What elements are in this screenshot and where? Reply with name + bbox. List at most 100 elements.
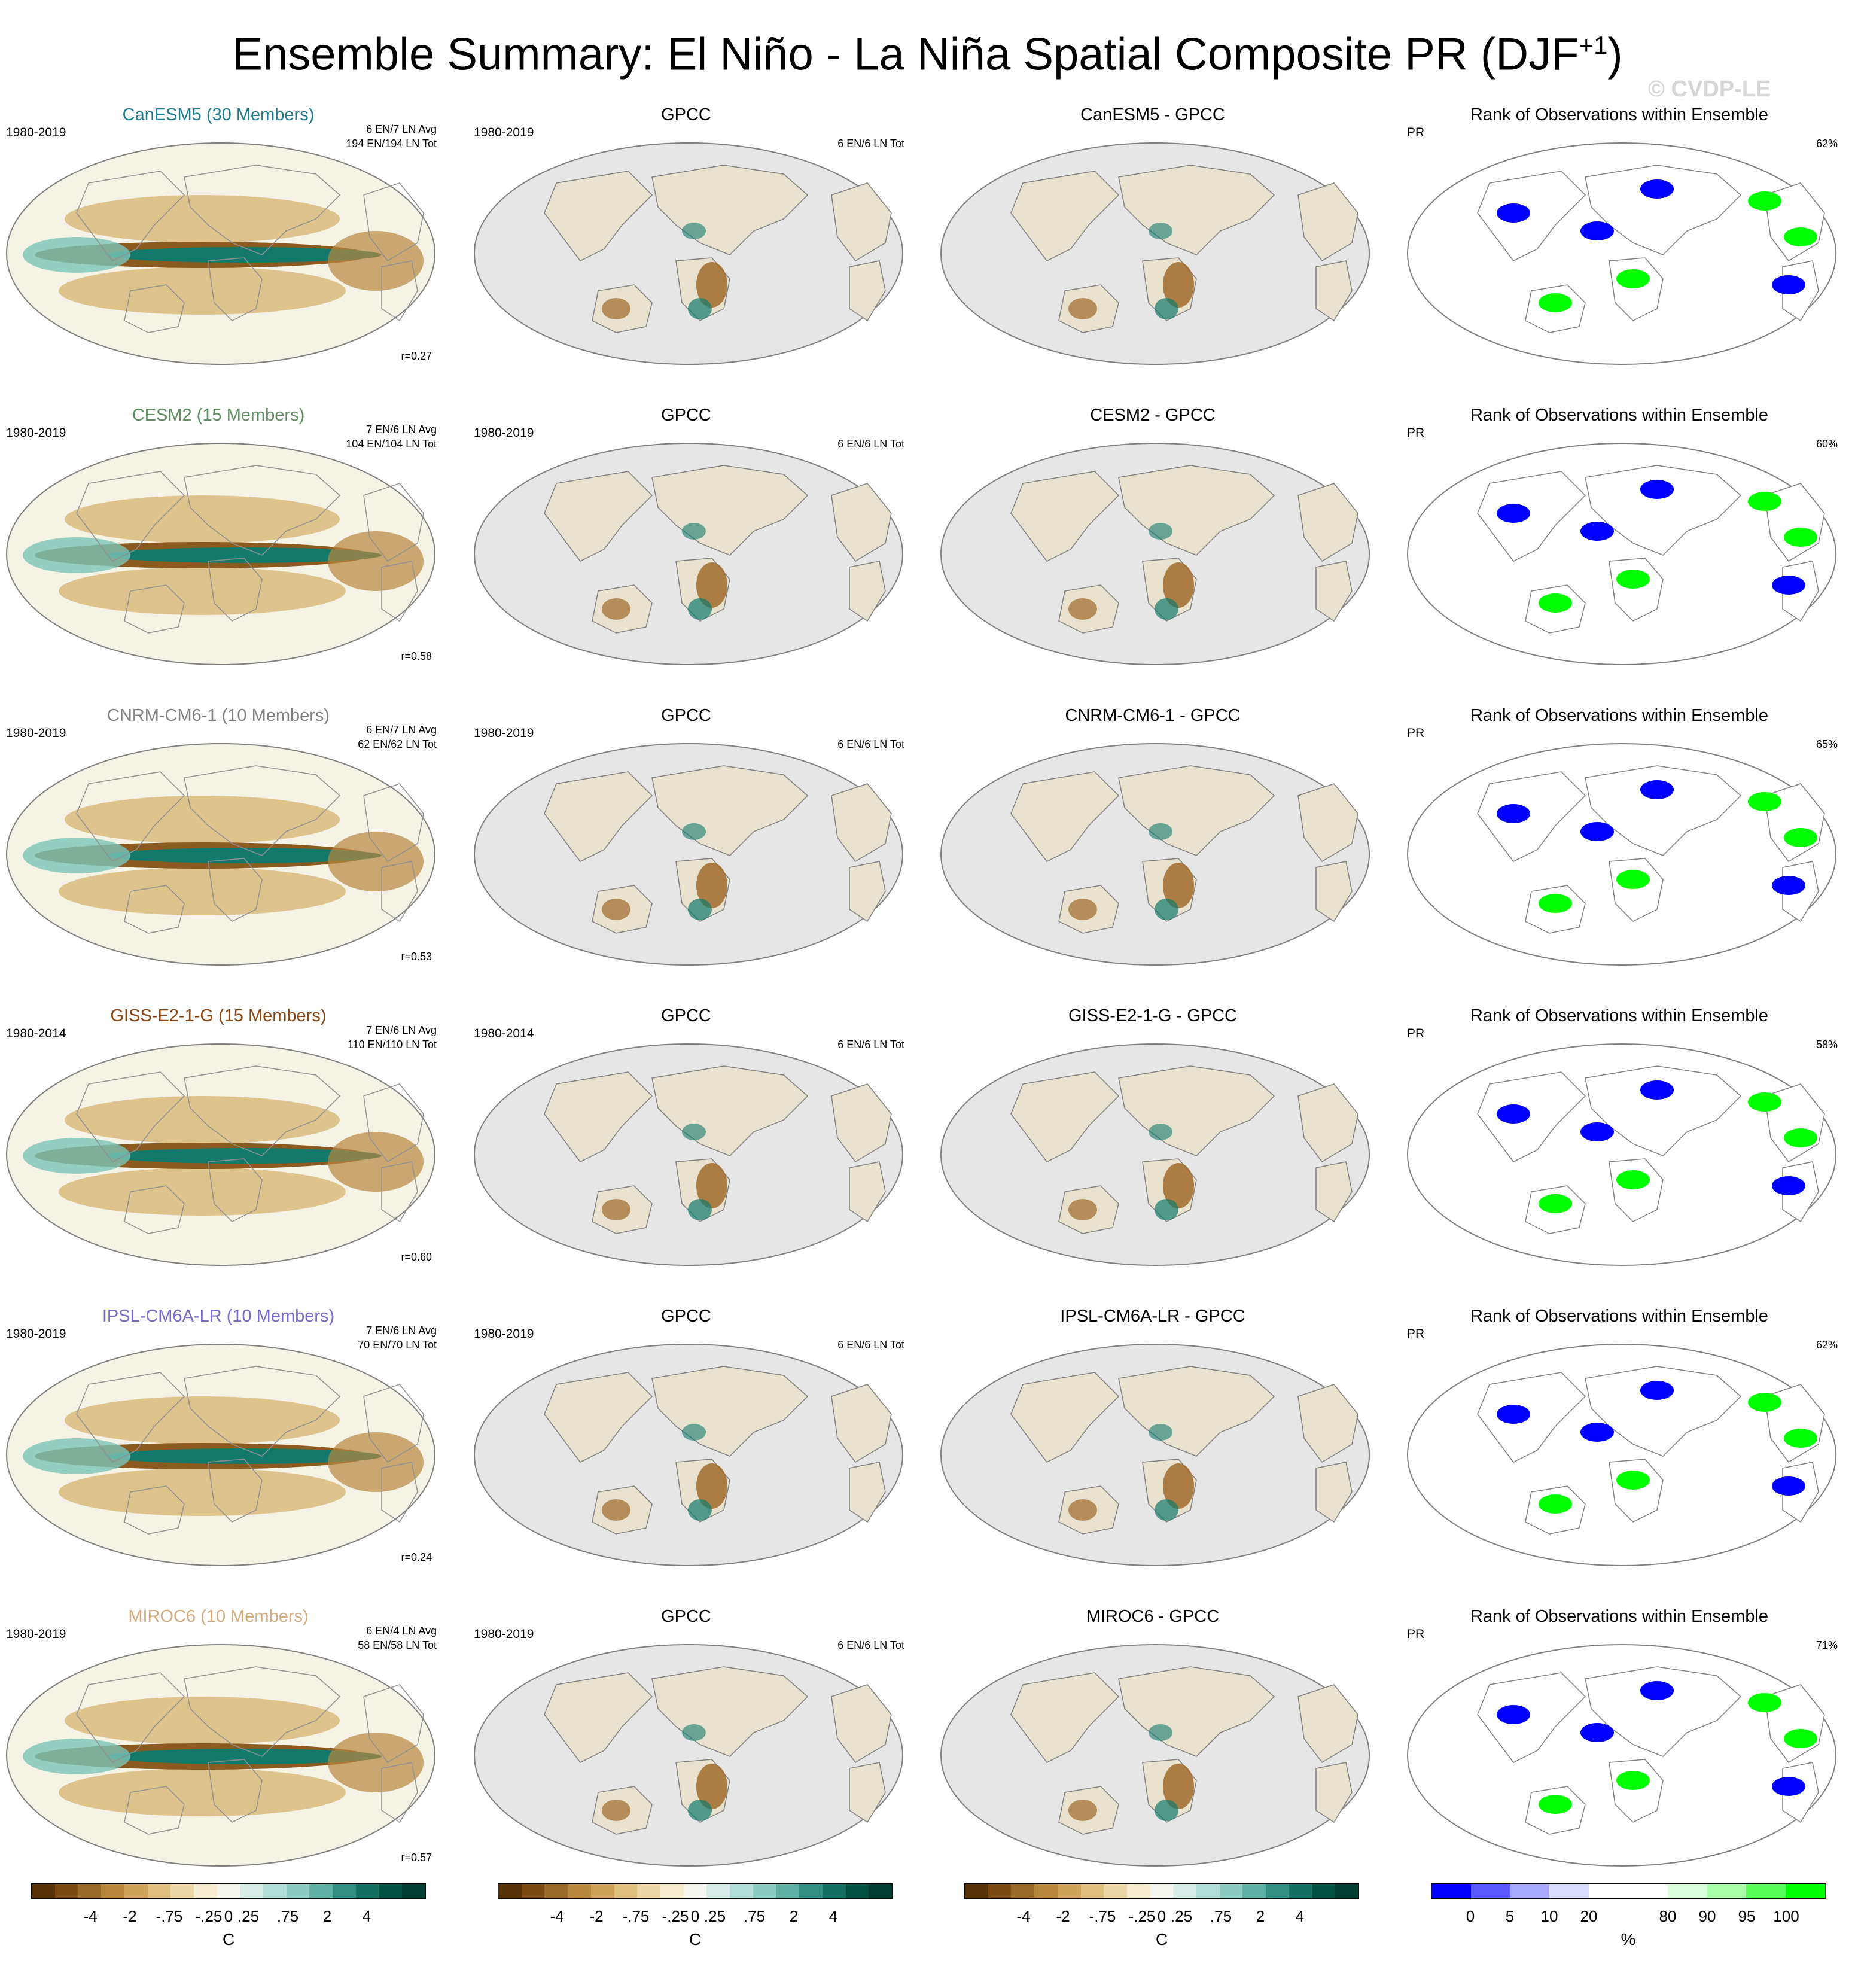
tot-counts: 58 EN/58 LN Tot: [358, 1639, 437, 1651]
colorbar-swatch: [1289, 1884, 1312, 1898]
avg-counts: 7 EN/6 LN Avg: [366, 424, 437, 436]
period-label: 1980-2019: [6, 1327, 66, 1341]
model-title: CNRM-CM6-1 (10 Members): [106, 706, 330, 725]
rank-panel: Rank of Observations within Ensemble PR 58…: [1401, 980, 1838, 1279]
variable-label: PR: [1407, 1027, 1425, 1040]
obs-panel: GPCC 1980-2019 6 EN/6 LN Tot: [468, 1581, 904, 1880]
colorbar-tick-label: 90: [1698, 1907, 1716, 1925]
diff-panel: CanESM5 - GPCC: [934, 79, 1371, 378]
diff-panel: GISS-E2-1-G - GPCC: [934, 980, 1371, 1279]
rank-percent: 71%: [1816, 1639, 1838, 1651]
colorbar-swatches: [964, 1883, 1359, 1899]
colorbar-swatch: [799, 1884, 823, 1898]
colorbar-swatch: [660, 1884, 684, 1898]
model-panel: IPSL-CM6A-LR (10 Members) 1980-2019 7 EN/6…: [0, 1280, 437, 1579]
colorbar-swatch: [544, 1884, 568, 1898]
colorbar-swatch: [730, 1884, 753, 1898]
colorbar-swatch: [193, 1884, 217, 1898]
obs-title: GPCC: [661, 1006, 711, 1025]
colorbar-swatch: [1628, 1884, 1668, 1898]
colorbar-swatch: [1080, 1884, 1104, 1898]
diff-panel: MIROC6 - GPCC: [934, 1581, 1371, 1880]
colorbar-swatch: [124, 1884, 148, 1898]
colorbar-tick-label: .25: [1170, 1907, 1193, 1925]
rank-map: [1407, 1043, 1836, 1266]
colorbar-swatch: [1057, 1884, 1081, 1898]
colorbar-tick-label: 80: [1659, 1907, 1677, 1925]
rank-percent: 58%: [1816, 1039, 1838, 1051]
avg-counts: 6 EN/7 LN Avg: [366, 724, 437, 736]
colorbar-swatch: [286, 1884, 310, 1898]
colorbar-tick-label: -2: [123, 1907, 137, 1925]
composite-counts: 6 EN/7 LN Avg 62 EN/62 LN Tot: [358, 723, 437, 751]
colorbar-swatch: [101, 1884, 124, 1898]
obs-map: [474, 743, 903, 966]
avg-counts: 6 EN/7 LN Avg: [366, 123, 437, 135]
diff-title: CNRM-CM6-1 - GPCC: [1065, 706, 1241, 725]
colorbar-tick-label: 0: [224, 1907, 233, 1925]
model-row: CESM2 (15 Members) 1980-2019 7 EN/6 LN Avg…: [0, 379, 1855, 678]
obs-title: GPCC: [661, 706, 711, 725]
obs-counts: 6 EN/6 LN Tot: [837, 738, 904, 750]
colorbar-swatch: [1510, 1884, 1550, 1898]
colorbar-swatch: [309, 1884, 333, 1898]
colorbar-tick-label: 4: [362, 1907, 371, 1925]
pattern-correlation: r=0.57: [401, 1852, 432, 1864]
colorbar-swatch: [379, 1884, 403, 1898]
pattern-correlation: r=0.53: [401, 951, 432, 963]
colorbar-diff: -4 -2 -.75 -.25 0.25 .75 2 4 C: [964, 1883, 1359, 1967]
period-label: 1980-2019: [474, 726, 534, 740]
colorbar-tick-label: 5: [1505, 1907, 1515, 1925]
obs-map: [474, 1644, 903, 1867]
rank-panel: Rank of Observations within Ensemble PR 65…: [1401, 680, 1838, 979]
colorbar-swatch: [706, 1884, 730, 1898]
rank-panel: Rank of Observations within Ensemble PR 60…: [1401, 379, 1838, 678]
rank-panel: Rank of Observations within Ensemble PR 62…: [1401, 1280, 1838, 1579]
pattern-correlation: r=0.58: [401, 650, 432, 662]
variable-label: PR: [1407, 1327, 1425, 1341]
variable-label: PR: [1407, 426, 1425, 440]
model-panel: CNRM-CM6-1 (10 Members) 1980-2019 6 EN/7 L…: [0, 680, 437, 979]
diff-title: GISS-E2-1-G - GPCC: [1068, 1006, 1237, 1025]
obs-counts: 6 EN/6 LN Tot: [837, 138, 904, 150]
diff-map: [940, 142, 1370, 365]
composite-counts: 7 EN/6 LN Avg 70 EN/70 LN Tot: [358, 1323, 437, 1352]
colorbar-swatch: [614, 1884, 638, 1898]
colorbar-tick-label: 0: [1466, 1907, 1475, 1925]
colorbar-tick-label: 4: [828, 1907, 838, 1925]
period-label: 1980-2019: [474, 426, 534, 440]
colorbar-swatch: [498, 1884, 522, 1898]
colorbar-tick-label: 2: [322, 1907, 332, 1925]
colorbar-swatch: [637, 1884, 660, 1898]
diff-map: [940, 443, 1370, 665]
model-panel: CESM2 (15 Members) 1980-2019 7 EN/6 LN Avg…: [0, 379, 437, 678]
colorbar-swatch: [402, 1884, 425, 1898]
colorbar-swatch: [1196, 1884, 1220, 1898]
colorbar-swatch: [1667, 1884, 1707, 1898]
obs-counts: 6 EN/6 LN Tot: [837, 1039, 904, 1051]
colorbar-swatch: [355, 1884, 379, 1898]
model-title: CESM2 (15 Members): [132, 406, 305, 425]
period-label: 1980-2019: [6, 126, 66, 139]
rank-panel: Rank of Observations within Ensemble PR 71…: [1401, 1581, 1838, 1880]
diff-panel: CESM2 - GPCC: [934, 379, 1371, 678]
colorbar-swatch: [776, 1884, 800, 1898]
colorbar-tick-label: -.25: [662, 1907, 689, 1925]
colorbar-swatch: [1104, 1884, 1127, 1898]
obs-panel: GPCC 1980-2019 6 EN/6 LN Tot: [468, 379, 904, 678]
page-title: Ensemble Summary: El Niño - La Niña Spat…: [232, 29, 1623, 80]
colorbar-tick-label: .75: [743, 1907, 766, 1925]
obs-map: [474, 443, 903, 665]
colorbar-tick-label: .75: [1210, 1907, 1232, 1925]
colorbar-swatch: [1219, 1884, 1243, 1898]
rank-title: Rank of Observations within Ensemble: [1470, 706, 1769, 725]
rank-map: [1407, 142, 1836, 365]
rank-percent: 62%: [1816, 138, 1838, 150]
avg-counts: 7 EN/6 LN Avg: [366, 1024, 437, 1036]
colorbar-tick-label: -.25: [195, 1907, 223, 1925]
colorbar-swatch: [683, 1884, 707, 1898]
tot-counts: 62 EN/62 LN Tot: [358, 738, 437, 750]
colorbar-swatch: [521, 1884, 545, 1898]
colorbar-unit: %: [1621, 1930, 1636, 1949]
obs-title: GPCC: [661, 1607, 711, 1626]
